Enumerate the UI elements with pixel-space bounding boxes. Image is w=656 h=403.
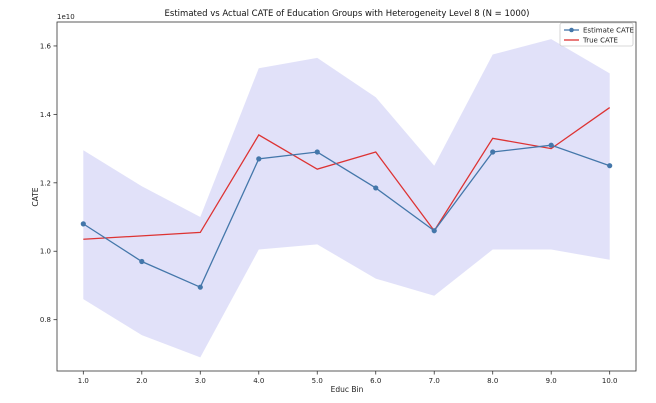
chart-title: Estimated vs Actual CATE of Education Gr… bbox=[165, 9, 530, 19]
estimate-cate-point bbox=[490, 149, 496, 155]
x-axis-label: Educ Bin bbox=[331, 385, 364, 394]
x-axis: 1.0 2.0 3.0 4.0 5.0 6.0 7.0 8.0 9.0 10.0 bbox=[78, 371, 618, 385]
plot-area bbox=[56, 21, 637, 372]
x-tick-label: 8.0 bbox=[487, 377, 498, 385]
series-layer bbox=[80, 107, 613, 290]
x-tick-label: 2.0 bbox=[136, 377, 147, 385]
y-offset-label: 1e10 bbox=[57, 13, 75, 21]
x-tick-label: 9.0 bbox=[546, 377, 557, 385]
estimate-cate-point bbox=[373, 185, 379, 191]
estimate-cate-legend-label: Estimate CATE bbox=[583, 27, 634, 35]
estimate-cate-point bbox=[256, 156, 262, 162]
estimate-cate-legend-marker bbox=[569, 27, 574, 33]
x-tick-label: 4.0 bbox=[253, 377, 264, 385]
true-cate-legend-label: True CATE bbox=[582, 37, 618, 45]
x-tick-label: 1.0 bbox=[78, 377, 89, 385]
legend: Estimate CATE True CATE bbox=[559, 22, 634, 47]
true-cate-line bbox=[83, 107, 611, 240]
y-tick-label: 1.4 bbox=[40, 111, 52, 119]
y-tick-label: 0.8 bbox=[40, 316, 51, 324]
x-tick-label: 5.0 bbox=[312, 377, 323, 385]
y-tick-label: 1.6 bbox=[40, 42, 52, 50]
x-tick-label: 10.0 bbox=[602, 377, 618, 385]
y-tick-label: 1.0 bbox=[40, 248, 51, 256]
x-tick-label: 6.0 bbox=[370, 377, 381, 385]
y-tick-label: 1.2 bbox=[40, 179, 51, 187]
y-axis: 0.8 1.0 1.2 1.4 1.6 bbox=[40, 42, 57, 324]
estimate-cate-point bbox=[80, 221, 86, 227]
x-tick-label: 7.0 bbox=[429, 377, 440, 385]
estimate-cate-point bbox=[139, 258, 145, 265]
estimate-cate-point bbox=[548, 142, 554, 148]
confidence-band bbox=[83, 39, 610, 358]
y-axis-label: CATE bbox=[31, 187, 40, 206]
estimate-cate-line bbox=[82, 144, 610, 289]
confidence-band-area bbox=[83, 39, 610, 358]
estimate-cate-point bbox=[314, 149, 320, 155]
x-tick-label: 3.0 bbox=[195, 377, 206, 385]
estimate-cate-point bbox=[197, 284, 203, 290]
estimate-cate-point bbox=[607, 163, 613, 169]
estimate-cate-point bbox=[431, 228, 437, 234]
